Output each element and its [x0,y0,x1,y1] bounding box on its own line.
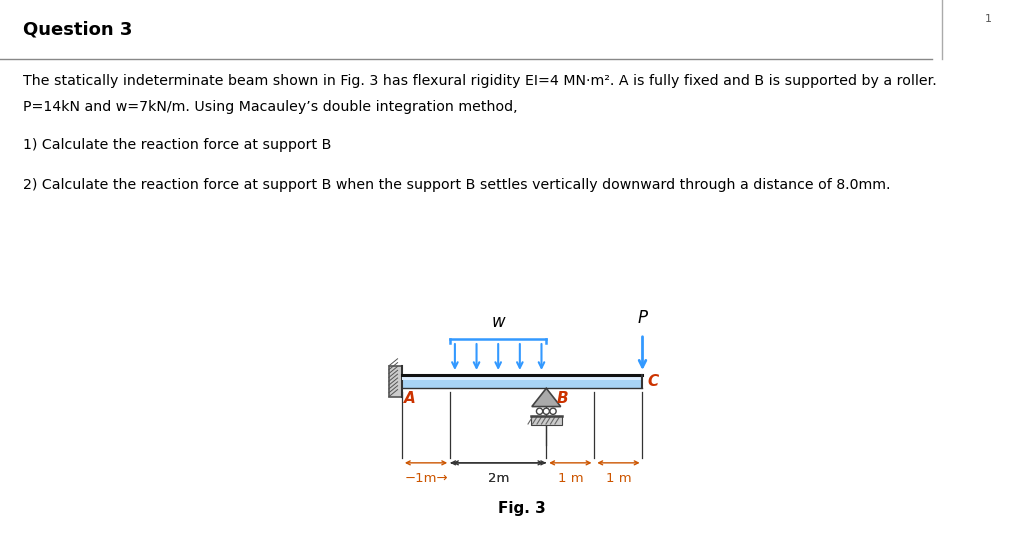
Text: C: C [647,374,658,389]
Bar [402,375,642,388]
Polygon shape [531,388,561,407]
Text: 2) Calculate the reaction force at support B when the support B settles vertical: 2) Calculate the reaction force at suppo… [23,179,890,193]
Circle shape [537,408,543,415]
Text: 1 m: 1 m [605,473,631,485]
Text: −1m→: −1m→ [404,473,447,485]
Text: A: A [404,391,416,406]
Text: 2m: 2m [487,473,509,485]
Circle shape [550,408,556,415]
Text: B: B [557,391,568,406]
Text: w: w [492,313,505,331]
Text: The statically indeterminate beam shown in Fig. 3 has flexural rigidity EI=4 MN·: The statically indeterminate beam shown … [23,74,936,88]
Text: 1: 1 [985,14,991,24]
Text: Fig. 3: Fig. 3 [499,501,546,516]
Text: 1) Calculate the reaction force at support B: 1) Calculate the reaction force at suppo… [23,138,331,152]
Text: Question 3: Question 3 [23,20,132,39]
Text: P: P [638,309,647,327]
Bar [402,375,642,380]
Text: 1 m: 1 m [557,473,583,485]
Bar [530,416,562,425]
Circle shape [543,408,550,415]
Text: P=14kN and w=7kN/m. Using Macauley’s double integration method,: P=14kN and w=7kN/m. Using Macauley’s dou… [23,99,517,113]
Bar [388,366,402,397]
Text: 2m: 2m [487,473,509,485]
